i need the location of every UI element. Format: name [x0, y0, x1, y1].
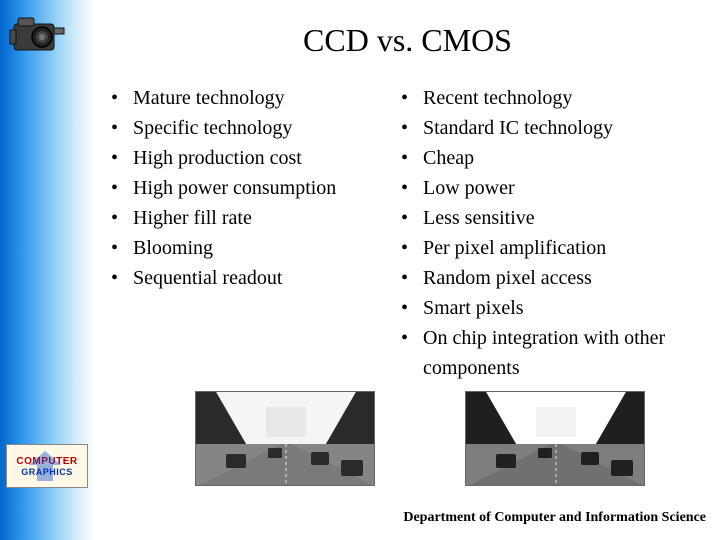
- computer-graphics-logo: COMPUTER GRAPHICS: [6, 444, 88, 488]
- list-item: Less sensitive: [395, 203, 715, 233]
- list-item: Per pixel amplification: [395, 233, 715, 263]
- list-item: Higher fill rate: [105, 203, 395, 233]
- camera-icon: [8, 14, 70, 56]
- list-item: Specific technology: [105, 113, 395, 143]
- slide-sidebar: COMPUTER GRAPHICS: [0, 0, 95, 540]
- slide-content: CCD vs. CMOS Mature technologySpecific t…: [95, 0, 720, 540]
- list-item: Cheap: [395, 143, 715, 173]
- list-item: Blooming: [105, 233, 395, 263]
- cmos-sample-image: [465, 391, 645, 486]
- list-item: High production cost: [105, 143, 395, 173]
- list-item: High power consumption: [105, 173, 395, 203]
- list-item: On chip integration with other component…: [395, 323, 715, 383]
- list-item: Low power: [395, 173, 715, 203]
- cmos-column: Recent technologyStandard IC technologyC…: [395, 83, 715, 383]
- ccd-sample-image: [195, 391, 375, 486]
- list-item: Recent technology: [395, 83, 715, 113]
- slide-title: CCD vs. CMOS: [95, 22, 720, 59]
- list-item: Mature technology: [105, 83, 395, 113]
- slide-footer: Department of Computer and Information S…: [403, 510, 706, 526]
- ccd-list: Mature technologySpecific technologyHigh…: [105, 83, 395, 293]
- list-item: Standard IC technology: [395, 113, 715, 143]
- cmos-list: Recent technologyStandard IC technologyC…: [395, 83, 715, 383]
- list-item: Random pixel access: [395, 263, 715, 293]
- sample-images-row: [195, 391, 645, 486]
- list-item: Smart pixels: [395, 293, 715, 323]
- ccd-column: Mature technologySpecific technologyHigh…: [105, 83, 395, 383]
- list-item: Sequential readout: [105, 263, 395, 293]
- comparison-columns: Mature technologySpecific technologyHigh…: [95, 83, 720, 383]
